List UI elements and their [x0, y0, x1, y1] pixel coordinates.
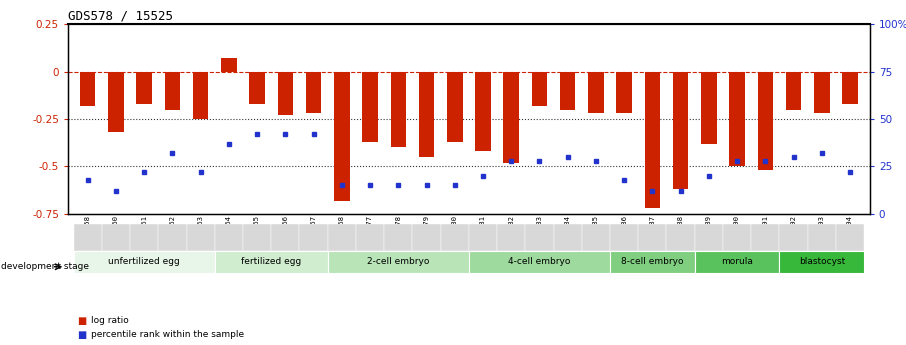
Bar — [729, 71, 745, 166]
Bar — [469, 251, 610, 273]
Text: 4-cell embryo: 4-cell embryo — [508, 257, 571, 266]
Bar — [215, 224, 243, 251]
Text: 2-cell embryo: 2-cell embryo — [367, 257, 429, 266]
Bar — [757, 71, 773, 170]
Bar — [610, 224, 638, 251]
Bar — [610, 251, 695, 273]
Text: GDS578 / 15525: GDS578 / 15525 — [68, 10, 173, 23]
Bar — [779, 224, 807, 251]
Bar — [101, 224, 130, 251]
Bar — [362, 71, 378, 142]
Bar — [73, 251, 215, 273]
Bar — [419, 71, 434, 157]
Bar — [695, 251, 779, 273]
Bar — [221, 58, 236, 71]
Text: ■: ■ — [77, 316, 86, 326]
Bar — [215, 251, 328, 273]
Bar — [779, 251, 864, 273]
Bar — [159, 224, 187, 251]
Text: development stage: development stage — [1, 262, 89, 271]
Bar — [814, 71, 830, 113]
Bar — [616, 71, 631, 113]
Bar — [300, 224, 328, 251]
Bar — [807, 224, 836, 251]
Bar — [80, 71, 95, 106]
Bar — [723, 224, 751, 251]
Bar — [751, 224, 779, 251]
Bar — [836, 224, 864, 251]
Bar — [560, 71, 575, 110]
Bar — [504, 71, 519, 162]
Bar — [137, 71, 152, 104]
Bar — [390, 71, 406, 148]
Bar — [497, 224, 525, 251]
Text: unfertilized egg: unfertilized egg — [109, 257, 180, 266]
Text: blastocyst: blastocyst — [799, 257, 845, 266]
Bar — [588, 71, 603, 113]
Bar — [249, 71, 265, 104]
Bar — [306, 71, 322, 113]
Bar — [667, 224, 695, 251]
Bar — [525, 224, 554, 251]
Bar — [165, 71, 180, 110]
Bar — [695, 224, 723, 251]
Bar — [786, 71, 801, 110]
Text: ■: ■ — [77, 330, 86, 339]
Bar — [447, 71, 462, 142]
Text: 8-cell embryo: 8-cell embryo — [622, 257, 684, 266]
Bar — [271, 224, 300, 251]
Bar — [328, 251, 469, 273]
Bar — [328, 224, 356, 251]
Bar — [440, 224, 469, 251]
Text: morula: morula — [721, 257, 753, 266]
Bar — [277, 71, 294, 115]
Bar — [701, 71, 717, 144]
Bar — [644, 71, 660, 208]
Text: log ratio: log ratio — [91, 316, 129, 325]
Bar — [356, 224, 384, 251]
Bar — [638, 224, 667, 251]
Bar — [73, 224, 101, 251]
Bar — [384, 224, 412, 251]
Bar — [108, 71, 124, 132]
Bar — [130, 224, 159, 251]
Bar — [243, 224, 271, 251]
Text: fertilized egg: fertilized egg — [241, 257, 302, 266]
Bar — [187, 224, 215, 251]
Bar — [334, 71, 350, 201]
Bar — [532, 71, 547, 106]
Bar — [673, 71, 689, 189]
Text: percentile rank within the sample: percentile rank within the sample — [91, 330, 244, 339]
Bar — [476, 71, 491, 151]
Bar — [554, 224, 582, 251]
Bar — [843, 71, 858, 104]
Bar — [469, 224, 497, 251]
Bar — [193, 71, 208, 119]
Bar — [582, 224, 610, 251]
Bar — [412, 224, 440, 251]
